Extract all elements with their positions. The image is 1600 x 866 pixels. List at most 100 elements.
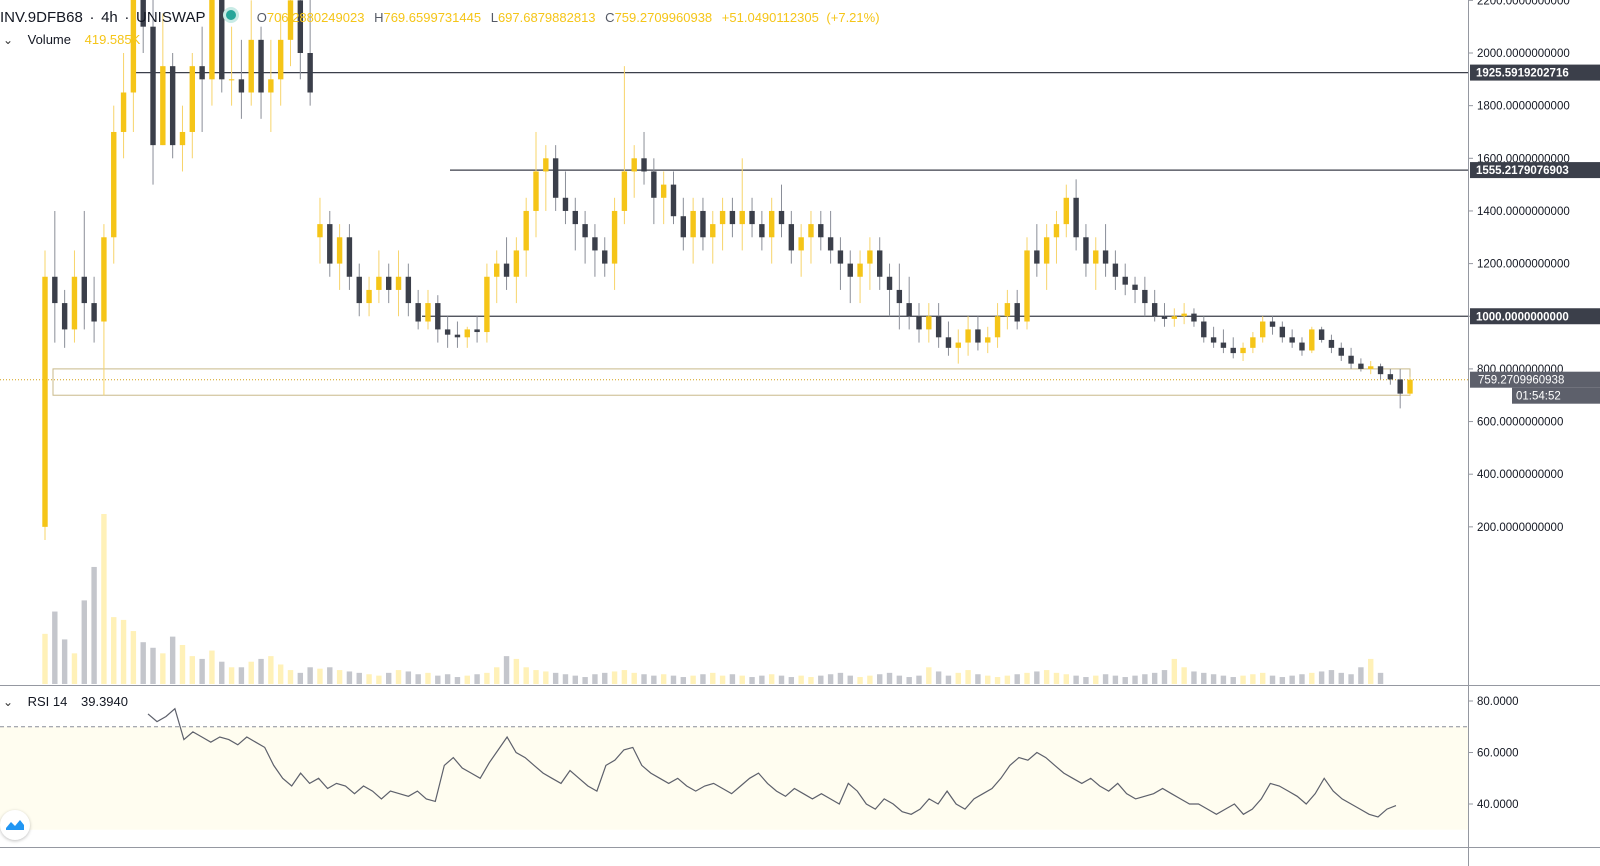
high-value: 769.6599731445 bbox=[383, 10, 482, 25]
candle-body bbox=[1151, 303, 1158, 317]
chevron-down-icon[interactable]: ⌄ bbox=[2, 33, 14, 47]
price-tick-label: 2000.0000000000 bbox=[1477, 48, 1570, 60]
countdown-label: 01:54:52 bbox=[1516, 391, 1561, 403]
candle-body bbox=[317, 224, 323, 238]
candle-body bbox=[120, 92, 127, 132]
volume-bar bbox=[1161, 670, 1168, 684]
candle-body bbox=[140, 0, 146, 27]
volume-bar bbox=[1112, 675, 1119, 684]
volume-bar bbox=[513, 658, 520, 684]
candle-body bbox=[189, 66, 196, 132]
candle-body bbox=[749, 210, 755, 225]
volume-bar bbox=[562, 674, 569, 684]
candles bbox=[42, 0, 1413, 541]
candle-body bbox=[552, 158, 559, 198]
candle-body bbox=[965, 329, 971, 343]
volume-bar bbox=[1259, 672, 1266, 684]
candle-body bbox=[611, 210, 618, 264]
volume-bar bbox=[1132, 675, 1138, 684]
volume-bar bbox=[1024, 672, 1030, 684]
candle-body bbox=[955, 342, 961, 348]
candle-body bbox=[739, 210, 745, 225]
volume-bar bbox=[1102, 674, 1109, 684]
volume-bar bbox=[52, 611, 58, 684]
candle-body bbox=[91, 303, 97, 322]
volume-bar bbox=[552, 672, 559, 684]
volume-bar bbox=[307, 667, 313, 684]
candle-body bbox=[61, 303, 68, 330]
volume-bar bbox=[209, 650, 215, 684]
volume-bar bbox=[287, 670, 294, 684]
volume-bar bbox=[150, 647, 156, 684]
candle-body bbox=[1318, 329, 1325, 340]
low-label: L bbox=[490, 10, 498, 25]
volume-bar bbox=[1073, 675, 1079, 684]
candle-body bbox=[386, 276, 392, 290]
candle-body bbox=[798, 237, 804, 251]
candle-body bbox=[366, 289, 372, 304]
candle-body bbox=[268, 79, 274, 93]
countdown-box bbox=[1512, 387, 1600, 404]
volume-bar bbox=[1338, 672, 1344, 684]
chevron-down-icon[interactable]: ⌄ bbox=[2, 695, 14, 709]
volume-bar bbox=[101, 514, 107, 684]
volume-bar bbox=[1181, 667, 1187, 684]
volume-bar bbox=[1053, 672, 1060, 684]
candle-body bbox=[818, 224, 824, 238]
volume-bar bbox=[228, 667, 235, 684]
symbol-name[interactable]: INV.9DFB68 bbox=[0, 9, 83, 26]
volume-bar bbox=[336, 670, 343, 684]
candle-body bbox=[975, 329, 981, 343]
candle-body bbox=[1122, 276, 1128, 285]
candle-body bbox=[994, 316, 1001, 338]
volume-bar bbox=[277, 664, 284, 684]
price-tick-label: 1400.0000000000 bbox=[1477, 206, 1570, 218]
volume-bar bbox=[140, 642, 146, 684]
volume-bar bbox=[327, 667, 333, 684]
candle-body bbox=[985, 337, 991, 343]
candle-body bbox=[327, 224, 333, 264]
volume-label[interactable]: Volume bbox=[27, 32, 71, 47]
candle-body bbox=[651, 171, 657, 198]
price-tick-label: 2200.0000000000 bbox=[1477, 0, 1570, 7]
volume-bar bbox=[1093, 675, 1099, 684]
candle-body bbox=[111, 131, 117, 238]
volume-bars bbox=[42, 514, 1384, 684]
candle-body bbox=[199, 66, 205, 80]
volume-bar bbox=[238, 667, 245, 684]
volume-bar bbox=[346, 671, 353, 684]
high-label: H bbox=[374, 10, 384, 25]
price-tick-label: 200.0000000000 bbox=[1477, 522, 1563, 534]
rsi-legend: ⌄ RSI 14 39.3940 bbox=[0, 694, 128, 709]
candle-body bbox=[219, 0, 225, 80]
volume-bar bbox=[366, 674, 372, 684]
exchange: UNISWAP bbox=[136, 9, 206, 26]
volume-bar bbox=[719, 675, 726, 684]
candle-body bbox=[827, 237, 834, 251]
tradingview-logo-icon[interactable] bbox=[0, 810, 30, 840]
candle-body bbox=[602, 250, 608, 264]
candle-body bbox=[768, 210, 775, 238]
change-percent: (+7.21%) bbox=[826, 10, 880, 25]
candle-body bbox=[405, 276, 412, 304]
volume-bar bbox=[867, 675, 873, 684]
interval[interactable]: 4h bbox=[101, 9, 118, 26]
volume-bar bbox=[906, 677, 912, 684]
candle-body bbox=[52, 276, 58, 304]
support-zone bbox=[52, 368, 1411, 396]
candle-body bbox=[1210, 337, 1217, 343]
level-labels: 2291.96450023381925.59192027161555.21790… bbox=[1470, 64, 1600, 404]
volume-bar bbox=[670, 675, 677, 684]
volume-bar bbox=[356, 672, 362, 684]
volume-bar bbox=[474, 674, 480, 684]
volume-bar bbox=[523, 667, 529, 684]
level-label: 1925.5919202716 bbox=[1476, 68, 1569, 80]
candle-body bbox=[395, 276, 402, 290]
level-label: 1000.0000000000 bbox=[1476, 311, 1569, 323]
volume-bar bbox=[494, 667, 500, 684]
candle-body bbox=[592, 237, 598, 251]
candle-body bbox=[906, 303, 912, 317]
rsi-label[interactable]: RSI 14 bbox=[27, 694, 68, 709]
volume-bar bbox=[827, 674, 834, 684]
